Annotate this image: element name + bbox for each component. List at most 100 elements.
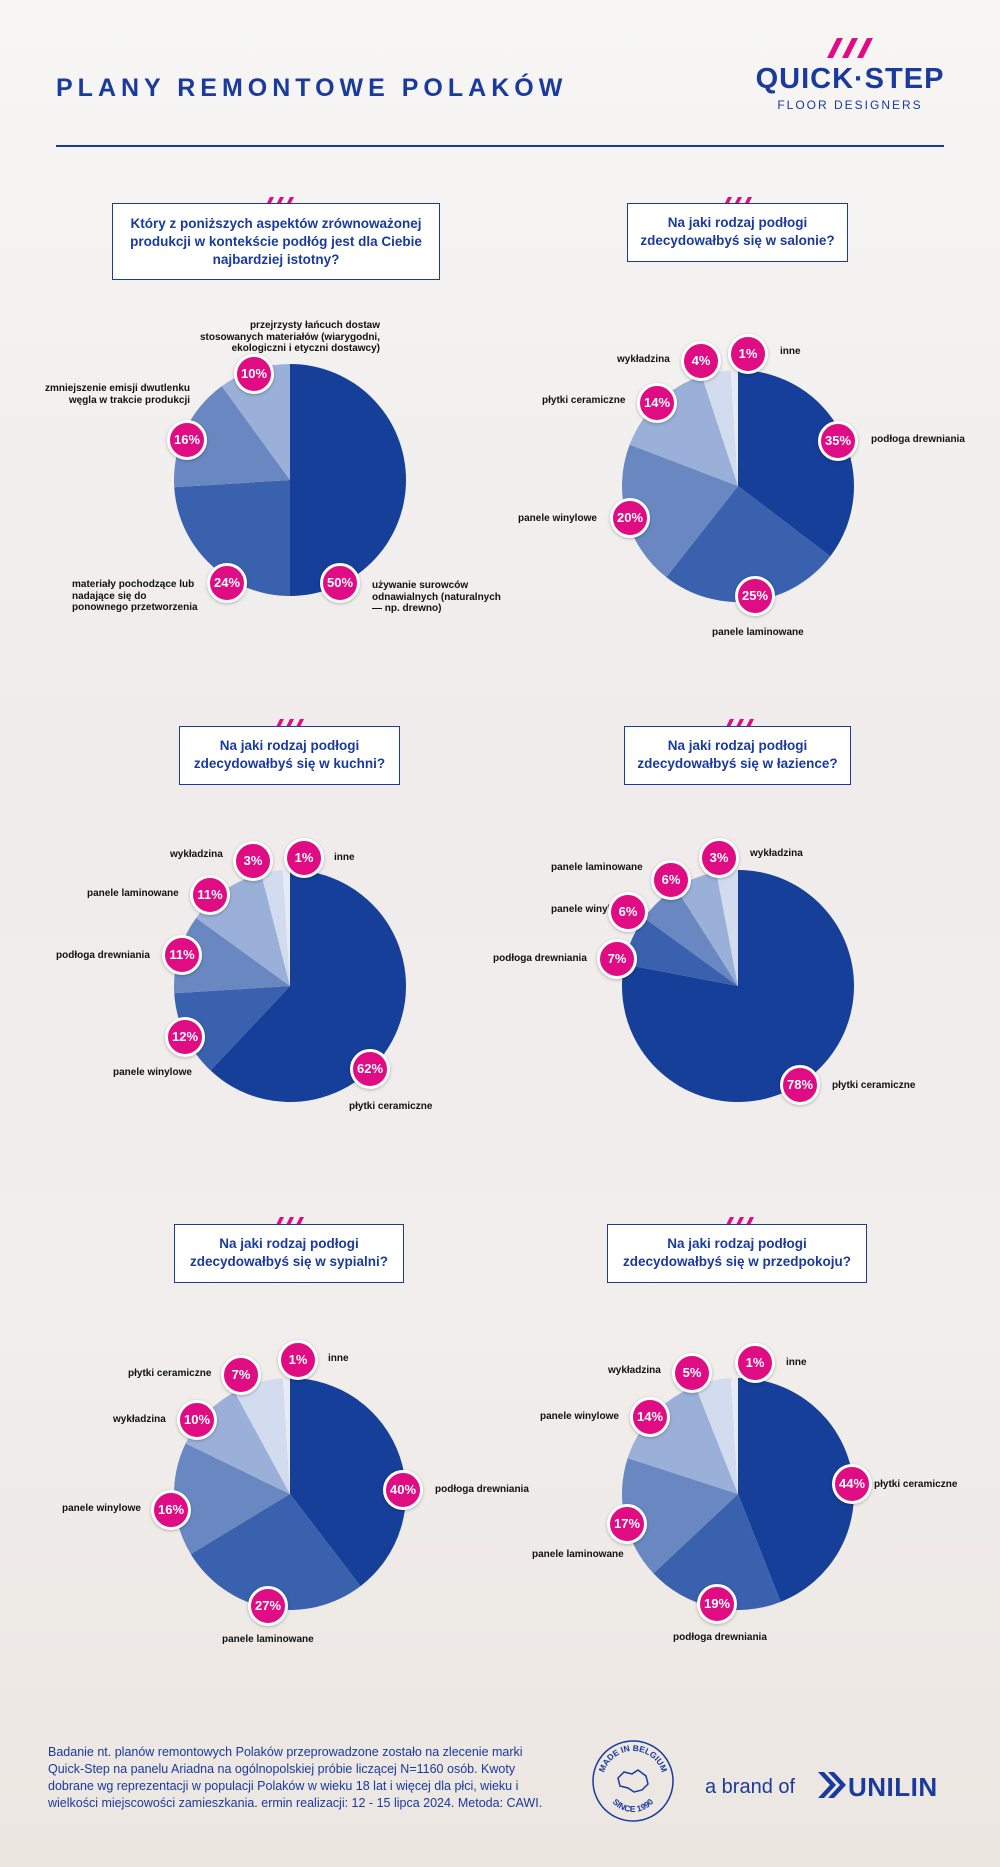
slice-label: podłoga drewniania <box>435 1484 529 1495</box>
pie-slice <box>622 444 738 578</box>
pie-slice <box>675 872 738 986</box>
svg-text:MADE IN BELGIUM: MADE IN BELGIUM <box>597 1743 670 1774</box>
pie-slice <box>624 917 738 986</box>
question-box-salon: Na jaki rodzaj podłogi zdecydowałbyś się… <box>627 203 848 262</box>
pie-chart-hallway <box>622 1378 854 1610</box>
slice-label: wykładzina <box>617 354 670 365</box>
pie-slice <box>730 1378 738 1494</box>
svg-text:SINCE 1990: SINCE 1990 <box>611 1796 656 1814</box>
question-box-sustainability: Który z poniższych aspektów zrównoważone… <box>112 203 440 280</box>
slice-label: inne <box>328 1353 349 1364</box>
value-badge: 1% <box>278 1340 318 1380</box>
brand-of-text: a brand of <box>705 1776 796 1798</box>
pie-slice <box>221 364 290 480</box>
value-badge: 3% <box>699 838 739 878</box>
slice-label: panele laminowane <box>551 862 643 873</box>
slice-label: płytki ceramiczne <box>832 1080 916 1091</box>
value-badge: 16% <box>167 420 207 460</box>
value-badge: 35% <box>818 421 858 461</box>
value-badge: 1% <box>735 1343 775 1383</box>
pie-slice <box>695 1378 738 1494</box>
question-box-kitchen: Na jaki rodzaj podłogi zdecydowałbyś się… <box>179 726 400 785</box>
value-badge: 11% <box>190 875 230 915</box>
pie-slice <box>644 888 738 986</box>
value-badge: 6% <box>651 860 691 900</box>
value-badge: 10% <box>234 354 274 394</box>
brand-tagline: FLOOR DESIGNERS <box>777 98 923 112</box>
slice-label: panele laminowane <box>222 1634 314 1645</box>
pie-chart-bathroom <box>622 870 854 1102</box>
quick-step-logo: QUICK·STEP FLOOR DESIGNERS <box>750 36 950 112</box>
value-badge: 4% <box>681 341 721 381</box>
value-badge: 10% <box>177 1400 217 1440</box>
slice-label: zmniejszenie emisji dwutlenku węgla w tr… <box>44 383 190 406</box>
pie-slice <box>174 917 290 994</box>
slice-label: panele winylowe <box>551 904 630 915</box>
pie-slice <box>234 1378 290 1494</box>
value-badge: 3% <box>233 841 273 881</box>
pie-slice <box>174 386 290 488</box>
pie-slice <box>282 870 290 986</box>
pie-slice <box>730 370 738 486</box>
pie-slice <box>261 870 290 986</box>
value-badge: 11% <box>162 935 202 975</box>
pie-slice <box>666 486 831 602</box>
slice-label: płytki ceramiczne <box>128 1368 212 1379</box>
pie-slice <box>716 870 738 986</box>
pie-slice <box>738 1378 854 1602</box>
value-badge: 7% <box>597 939 637 979</box>
slice-label: inne <box>786 1357 807 1368</box>
pie-slice <box>282 1378 290 1494</box>
pie-slice <box>290 364 406 596</box>
survey-footnote: Badanie nt. planów remontowych Polaków p… <box>48 1745 543 1810</box>
question-box-bedroom: Na jaki rodzaj podłogi zdecydowałbyś się… <box>174 1224 404 1283</box>
slice-label: panele winylowe <box>518 513 597 524</box>
pie-slice <box>174 986 290 1071</box>
slice-label: panele laminowane <box>712 627 804 638</box>
value-badge: 25% <box>735 576 775 616</box>
pie-slice <box>653 1494 781 1610</box>
pie-slice <box>210 870 407 1102</box>
pie-chart-bedroom <box>173 1378 407 1610</box>
slice-label: płytki ceramiczne <box>874 1479 958 1490</box>
value-badge: 14% <box>630 1397 670 1437</box>
value-badge: 17% <box>607 1504 647 1544</box>
value-badge: 44% <box>832 1464 872 1504</box>
pie-slice <box>290 1378 407 1587</box>
question-box-bathroom: Na jaki rodzaj podłogi zdecydowałbyś się… <box>624 726 851 785</box>
slice-label: materiały pochodzące lub nadające się do… <box>72 579 198 613</box>
header-divider <box>56 145 944 147</box>
slice-label: płytki ceramiczne <box>349 1101 433 1112</box>
page-title: PLANY REMONTOWE POLAKÓW <box>56 74 568 102</box>
value-badge: 6% <box>608 892 648 932</box>
slice-label: wykładzina <box>750 848 803 859</box>
value-badge: 62% <box>350 1049 390 1089</box>
slice-label: podłoga drewniania <box>56 950 150 961</box>
value-badge: 7% <box>221 1355 261 1395</box>
value-badge: 24% <box>207 563 247 603</box>
pie-slice <box>190 1494 361 1610</box>
slash-marks-icon <box>827 38 873 58</box>
pie-slice <box>174 480 290 596</box>
pie-slice <box>701 370 738 486</box>
value-badge: 12% <box>165 1017 205 1057</box>
value-badge: 19% <box>697 1584 737 1624</box>
value-badge: 1% <box>728 334 768 374</box>
slice-label: panele winylowe <box>62 1503 141 1514</box>
slice-label: wykładzina <box>608 1365 661 1376</box>
parent-brand-name: UNILIN <box>848 1772 938 1802</box>
value-badge: 14% <box>637 383 677 423</box>
slice-label: panele winylowe <box>540 1411 619 1422</box>
value-badge: 50% <box>320 563 360 603</box>
slice-label: płytki ceramiczne <box>542 395 626 406</box>
pie-chart-sustainability <box>174 364 406 596</box>
slice-label: wykładzina <box>170 849 223 860</box>
pie-slice <box>622 1458 738 1574</box>
slice-label: panele winylowe <box>113 1067 192 1078</box>
value-badge: 1% <box>284 838 324 878</box>
value-badge: 5% <box>672 1353 712 1393</box>
value-badge: 16% <box>151 1490 191 1530</box>
slice-label: wykładzina <box>113 1414 166 1425</box>
made-in-belgium-seal: MADE IN BELGIUM SINCE 1990 <box>592 1740 674 1822</box>
slice-label: inne <box>334 852 355 863</box>
